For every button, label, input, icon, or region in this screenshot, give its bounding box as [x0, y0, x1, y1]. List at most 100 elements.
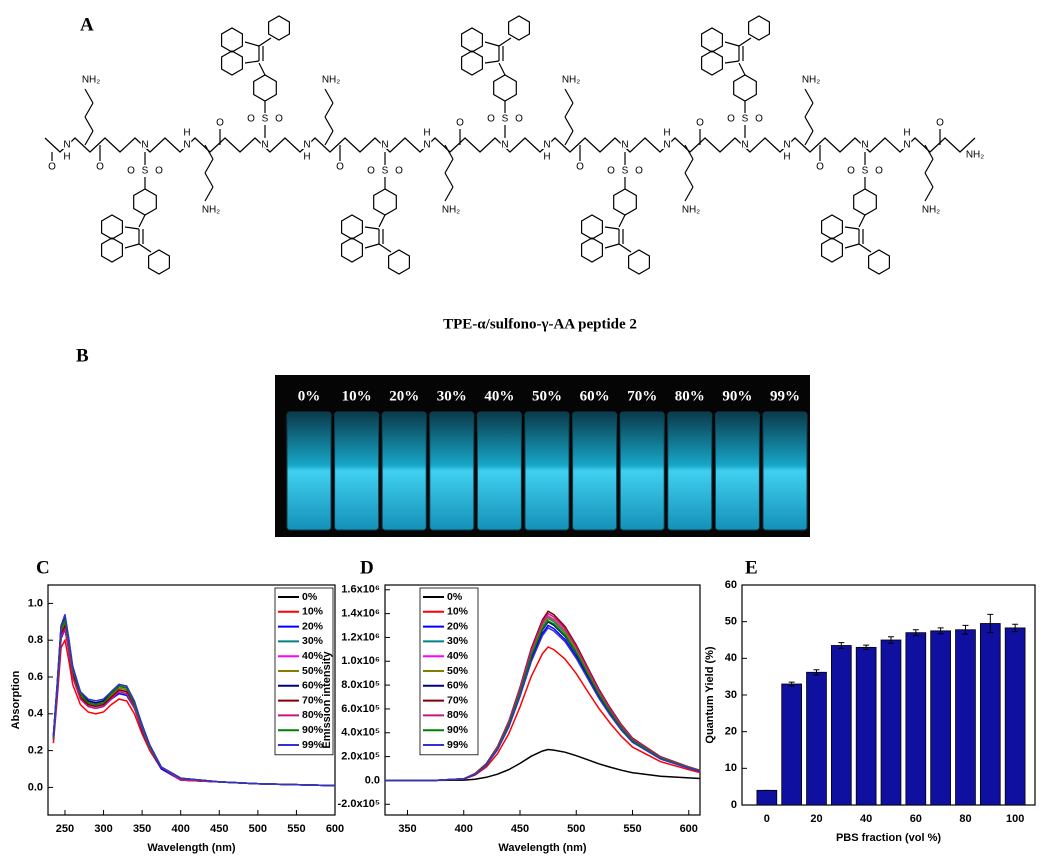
benzene-ring [100, 237, 124, 263]
benzene-ring [341, 214, 363, 240]
atom-label: O [607, 166, 615, 177]
vial [619, 411, 665, 531]
legend-label: 80% [302, 709, 324, 721]
benzene-ring [733, 74, 757, 102]
y-tick-label: 4.0x10⁵ [341, 727, 380, 739]
bond [364, 226, 380, 230]
atom-label: O [816, 162, 824, 173]
bond [444, 172, 454, 188]
atom-label: S [142, 166, 149, 177]
bond [564, 130, 574, 146]
atom-label: S [622, 166, 629, 177]
panel-label: C [36, 557, 50, 578]
legend-label: 40% [302, 650, 324, 662]
bond [684, 172, 694, 188]
benzene-ring [221, 50, 243, 76]
benzene-ring [148, 249, 170, 275]
x-tick-label: 350 [133, 823, 151, 835]
panel-label: B [76, 345, 89, 366]
atom-label: O [127, 166, 135, 177]
y-tick-label: 0.0 [365, 774, 380, 786]
bond [684, 158, 694, 174]
legend-label: 30% [447, 635, 469, 647]
legend-label: 30% [302, 635, 324, 647]
vial [429, 411, 475, 531]
atom-label: O [96, 162, 104, 173]
bond [364, 243, 380, 249]
atom-label: H [903, 128, 910, 139]
x-tick-label: 600 [326, 823, 344, 835]
x-tick-label: 20 [810, 813, 822, 825]
x-tick-label: 600 [680, 823, 698, 835]
bond [444, 158, 454, 174]
plot-frame [47, 584, 336, 816]
vial-label: 30% [437, 388, 467, 404]
x-axis-label: Wavelength (nm) [498, 842, 587, 854]
y-tick-label: 0.0 [28, 781, 43, 793]
vial-label: 10% [342, 388, 372, 404]
benzene-ring [747, 15, 771, 41]
atom-label: N [501, 140, 508, 151]
y-tick-label: 40 [725, 652, 737, 664]
atom-label: S [742, 114, 749, 125]
y-tick-label: 1.0x10⁶ [341, 655, 380, 667]
atom-label: O [395, 166, 403, 177]
y-tick-label: 1.2x10⁶ [341, 631, 380, 643]
bond [124, 243, 140, 249]
benzene-ring [341, 237, 363, 263]
x-tick-label: 350 [398, 823, 416, 835]
bond [738, 62, 746, 76]
x-tick-label: 40 [860, 813, 872, 825]
y-tick-label: 0.2 [28, 745, 43, 757]
vial-label: 20% [389, 388, 419, 404]
atom-label: H [783, 152, 790, 163]
bond [484, 60, 500, 64]
backbone [44, 137, 976, 153]
atom-label: H [183, 128, 190, 139]
bar [806, 671, 827, 806]
legend-label: 50% [302, 665, 324, 677]
benzene-ring [853, 188, 877, 216]
legend-label: 50% [447, 665, 469, 677]
benzene-ring [508, 15, 531, 41]
x-tick-label: 400 [172, 823, 190, 835]
benzene-ring [493, 74, 517, 102]
benzene-ring [580, 237, 604, 263]
atom-label: N [861, 140, 868, 151]
benzene-ring [253, 74, 277, 102]
atom-label: N [621, 140, 628, 151]
atom-label: O [336, 162, 344, 173]
bond [684, 186, 694, 202]
benzene-ring [627, 249, 651, 275]
bond [204, 144, 214, 160]
y-tick-label: 60 [725, 579, 737, 591]
bond [844, 243, 860, 249]
vial-label: 70% [627, 388, 657, 404]
y-tick-label: 6.0x10⁵ [341, 703, 380, 715]
bond [618, 214, 626, 228]
legend-label: 70% [302, 694, 324, 706]
error-bar [838, 642, 845, 649]
vial [381, 411, 427, 531]
plot-frame [384, 584, 701, 816]
atom-label: NH₂ [322, 75, 340, 86]
atom-label: O [936, 118, 944, 129]
x-tick-label: 400 [455, 823, 473, 835]
atom-label: N [741, 140, 748, 151]
bond [564, 102, 574, 118]
legend-label: 0% [302, 591, 318, 603]
atom-label: O [635, 166, 643, 177]
atom-label: O [456, 118, 464, 129]
bond [324, 102, 334, 118]
bar [855, 646, 877, 806]
atom-label: N [543, 140, 550, 151]
benzene-ring [100, 214, 124, 240]
bond [138, 214, 146, 228]
bond [498, 37, 512, 47]
vial [476, 411, 522, 531]
bond [924, 144, 934, 160]
x-tick-label: 0 [764, 813, 770, 825]
legend-label: 20% [447, 620, 469, 632]
benzene-ring [133, 188, 157, 216]
bar [1004, 627, 1026, 806]
